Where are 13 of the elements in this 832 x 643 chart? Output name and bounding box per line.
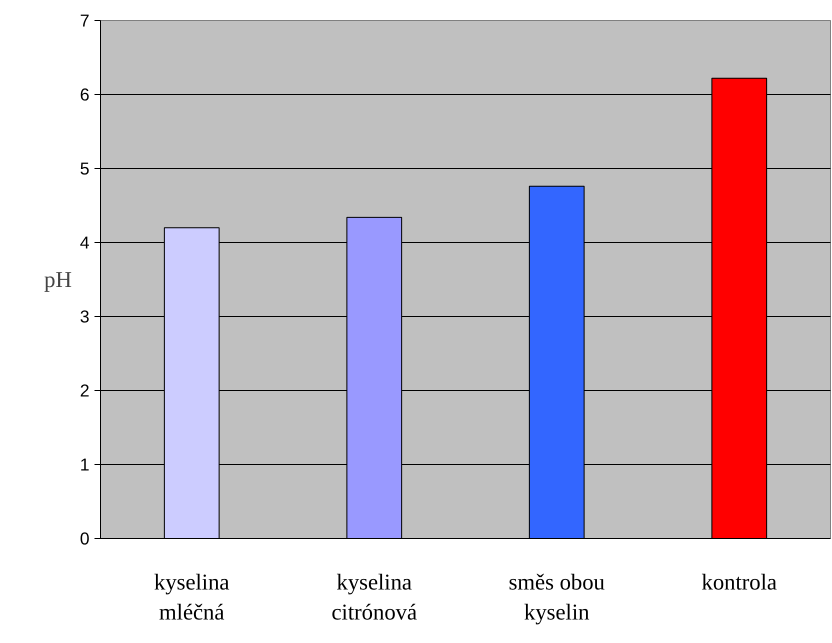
y-tick-label: 2	[80, 380, 90, 400]
y-axis-title: pH	[44, 267, 72, 292]
y-tick-label: 0	[80, 528, 90, 548]
y-tick-label: 7	[80, 10, 90, 30]
y-tick-label: 5	[80, 158, 90, 178]
x-tick-label: kontrola	[702, 570, 778, 594]
y-tick-label: 1	[80, 454, 90, 474]
y-tick-label: 6	[80, 84, 90, 104]
y-tick-label: 4	[80, 232, 90, 252]
x-tick-label: kyselina citrónová	[331, 570, 418, 624]
x-tick-label: směs obou kyselin	[508, 570, 605, 624]
y-tick-label: 3	[80, 306, 90, 326]
x-tick-label: kyselina mléčná	[154, 570, 230, 624]
